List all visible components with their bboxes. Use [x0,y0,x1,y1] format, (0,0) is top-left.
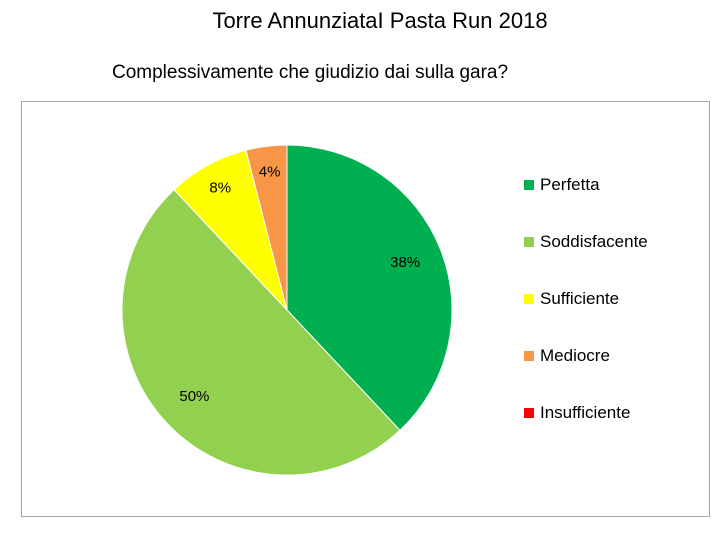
legend-label: Soddisfacente [540,232,648,251]
pie-slice-mediocre [245,144,288,311]
legend-swatch [524,408,534,418]
data-label-mediocre: 4% [259,163,281,180]
chart-area [21,101,710,517]
legend-label: Mediocre [540,346,610,365]
legend-swatch [524,294,534,304]
data-label-soddisfacente: 50% [179,388,209,405]
pie-slice-soddisfacente [121,189,401,476]
legend-swatch [524,351,534,361]
pie-slice-perfetta [286,144,453,431]
legend-label: Insufficiente [540,403,631,422]
legend-swatch [524,237,534,247]
chart-title: Complessivamente che giudizio dai sulla … [112,62,509,83]
document-title: Torre AnnunziataI Pasta Run 2018 [212,8,548,33]
data-label-perfetta: 38% [390,254,420,271]
legend-label: Perfetta [540,175,600,194]
legend-swatch [524,180,534,190]
legend-label: Sufficiente [540,289,620,308]
data-label-sufficiente: 8% [209,180,231,197]
